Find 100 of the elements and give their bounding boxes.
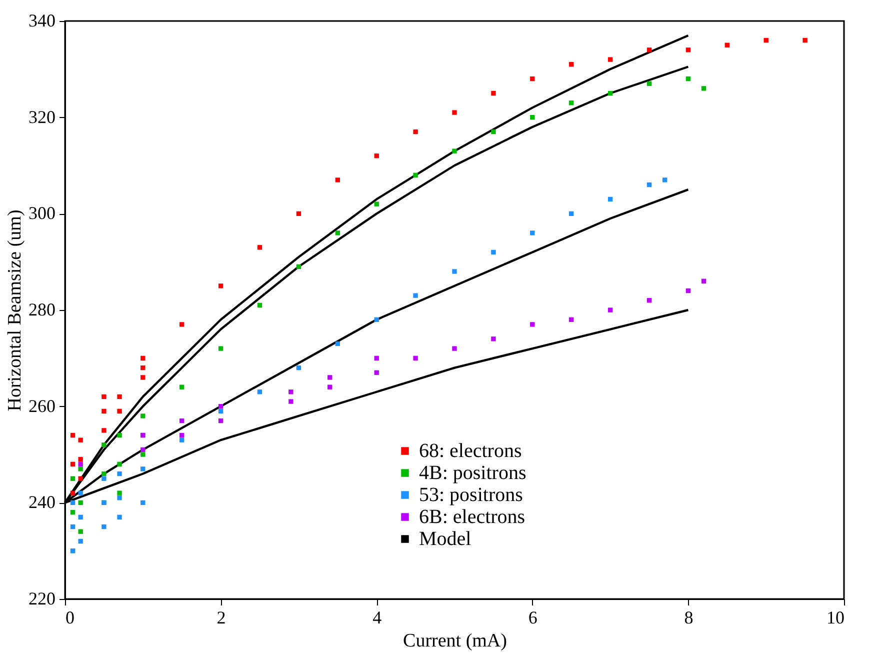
point (288, 390, 294, 394)
point (78, 538, 83, 544)
point (70, 524, 76, 530)
point (646, 81, 652, 86)
point (724, 42, 730, 48)
point (78, 476, 83, 481)
point (491, 336, 496, 342)
point (180, 432, 184, 438)
point (374, 317, 379, 322)
point (686, 288, 691, 294)
legend-label: 53: positrons (419, 484, 524, 506)
point (257, 245, 262, 250)
point (102, 408, 106, 414)
point (117, 514, 122, 520)
point (117, 394, 122, 400)
point (413, 129, 418, 134)
y-tick-label: 320 (28, 106, 56, 127)
x-tick-label: 4 (372, 608, 382, 628)
point (70, 490, 76, 496)
point (374, 154, 379, 158)
point (70, 510, 76, 515)
point (662, 178, 668, 182)
point (608, 57, 613, 62)
point (78, 466, 83, 472)
point (140, 414, 146, 418)
point (569, 317, 574, 322)
point (686, 48, 691, 52)
point (218, 408, 224, 414)
x-axis-title: Current (mA) (403, 630, 507, 652)
point (140, 365, 146, 370)
point (140, 375, 146, 380)
point (70, 476, 76, 481)
point (117, 496, 122, 500)
point (569, 62, 574, 67)
point (452, 148, 457, 154)
point (491, 250, 496, 255)
point (218, 284, 224, 288)
point (70, 462, 76, 466)
y-tick-label: 300 (28, 203, 56, 224)
point (686, 76, 691, 82)
point (117, 490, 122, 496)
point (328, 375, 332, 380)
x-tick-label: 2 (216, 608, 226, 628)
point (140, 452, 146, 457)
point (218, 404, 224, 409)
legend-label: 68: electrons (419, 440, 522, 462)
point (117, 471, 122, 476)
x-tick-label: 8 (684, 608, 694, 628)
point (140, 447, 146, 452)
point (335, 341, 340, 346)
point (608, 308, 613, 312)
point (530, 76, 535, 82)
point (102, 442, 106, 448)
point (78, 514, 83, 520)
point (452, 269, 457, 274)
y-tick-label: 340 (28, 10, 56, 30)
point (802, 38, 808, 43)
legend-label: Model (419, 528, 472, 550)
point (530, 230, 535, 236)
point (218, 418, 224, 424)
point (646, 48, 652, 52)
point (70, 500, 76, 506)
x-tick-label: 10 (826, 608, 844, 628)
point (257, 302, 262, 308)
point (296, 264, 302, 269)
point (180, 438, 184, 442)
point (374, 356, 379, 361)
point (328, 384, 332, 390)
point (102, 394, 106, 400)
point (701, 278, 706, 284)
point (646, 298, 652, 303)
point (102, 471, 106, 476)
legend-label: 6B: electrons (419, 506, 526, 528)
point (530, 114, 535, 120)
point (452, 110, 457, 115)
point (102, 476, 106, 481)
point (701, 86, 706, 91)
legend-label: 4B: positrons (419, 462, 526, 484)
point (452, 346, 457, 351)
point (335, 230, 340, 236)
point (646, 182, 652, 188)
point (78, 462, 83, 466)
point (78, 456, 83, 462)
point (288, 399, 294, 404)
point (491, 129, 496, 134)
point (491, 90, 496, 96)
point (569, 100, 574, 106)
point (608, 90, 613, 96)
y-tick-label: 220 (28, 588, 56, 608)
point (335, 178, 340, 182)
point (180, 384, 184, 390)
point (374, 370, 379, 375)
x-tick-label: 0 (66, 608, 74, 628)
point (257, 390, 262, 394)
point (117, 432, 122, 438)
point (140, 500, 146, 506)
point (78, 438, 83, 442)
y-tick-label: 260 (28, 396, 56, 416)
point (140, 466, 146, 472)
y-tick-label: 240 (28, 492, 56, 512)
